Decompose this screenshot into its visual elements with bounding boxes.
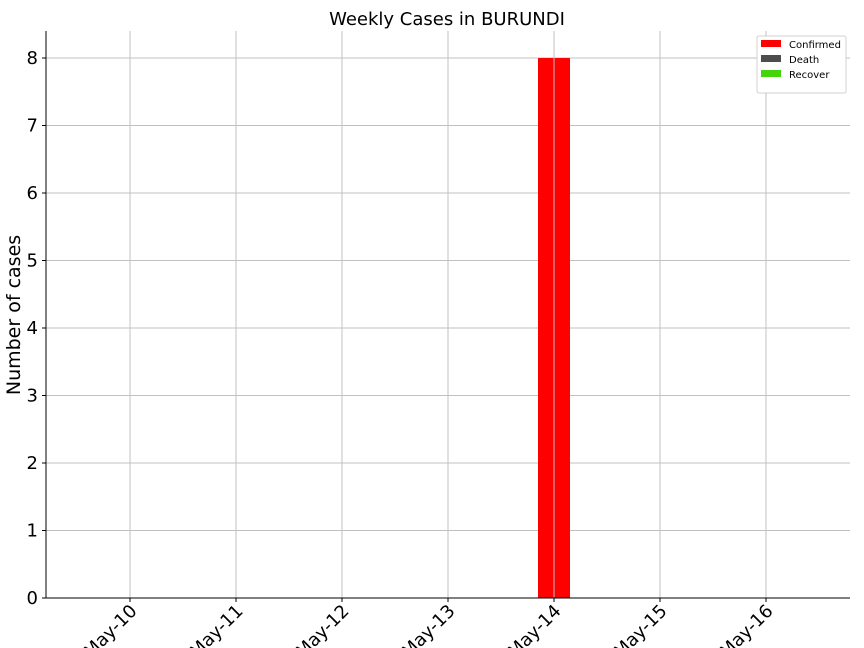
x-tick-label: May-11: [186, 601, 248, 648]
x-tick-label: May-12: [292, 601, 354, 648]
legend-label-recover: Recover: [789, 70, 830, 81]
y-tick-label: 7: [27, 116, 38, 137]
y-tick-label: 2: [27, 453, 38, 474]
y-tick-label: 1: [27, 521, 38, 542]
axes: [42, 31, 850, 602]
legend-swatch-confirmed: [761, 40, 781, 47]
legend-label-confirmed: Confirmed: [789, 40, 841, 51]
legend-swatch-recover: [761, 70, 781, 77]
y-tick-label: 0: [27, 588, 38, 609]
x-tick-label: May-16: [716, 601, 778, 648]
legend: Confirmed Death Recover: [756, 35, 847, 94]
y-tick-label: 5: [27, 251, 38, 272]
y-tick-label: 3: [27, 386, 38, 407]
x-tick-label: May-14: [504, 601, 566, 648]
y-axis-label: Number of cases: [3, 235, 25, 395]
y-tick-label: 4: [27, 318, 38, 339]
y-tick-label: 8: [27, 48, 38, 69]
legend-label-death: Death: [789, 55, 819, 66]
tick-labels: 0 1 2 3 4 5 6 7 8 May-10 May-11 May-12 May-13 May-14 M…: [27, 48, 778, 648]
chart-title: Weekly Cases in BURUNDI: [329, 9, 565, 30]
legend-box: [756, 35, 847, 94]
legend-swatch-death: [761, 55, 781, 62]
x-tick-label: May-15: [610, 601, 672, 648]
x-tick-label: May-10: [80, 601, 142, 648]
y-tick-label: 6: [27, 183, 38, 204]
x-tick-label: May-13: [398, 601, 460, 648]
